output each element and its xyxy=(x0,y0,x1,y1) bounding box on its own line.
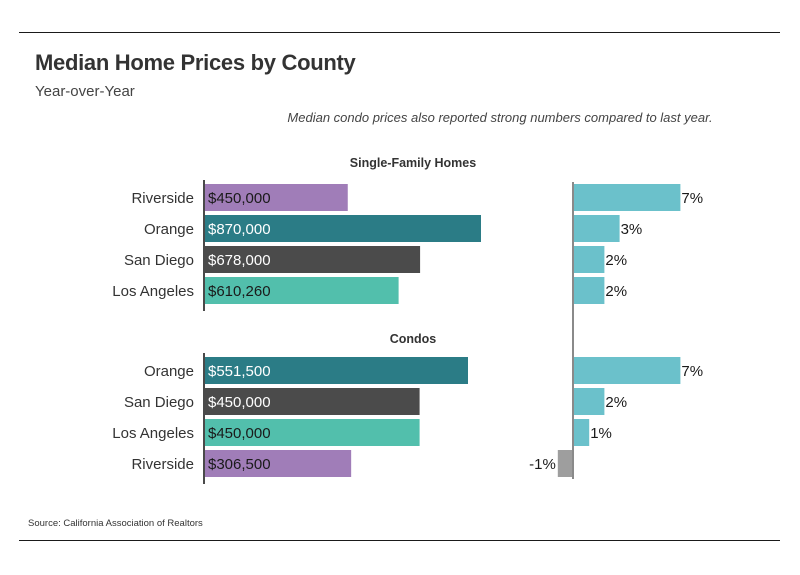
category-label: Los Angeles xyxy=(112,425,194,442)
change-label: 1% xyxy=(590,425,612,442)
change-bar xyxy=(574,184,681,211)
bottom-rule xyxy=(19,540,780,541)
price-bar xyxy=(205,184,348,211)
source-note: Source: California Association of Realto… xyxy=(28,518,203,529)
change-label: 7% xyxy=(681,363,703,380)
change-label: 2% xyxy=(605,252,627,269)
panel-header: Condos xyxy=(390,332,437,346)
price-bar xyxy=(205,388,420,415)
change-label: 2% xyxy=(605,394,627,411)
change-bar xyxy=(574,215,620,242)
change-bar xyxy=(574,277,605,304)
change-bar xyxy=(574,388,605,415)
panel-header: Single-Family Homes xyxy=(350,156,476,170)
price-label: $450,000 xyxy=(208,425,271,442)
category-label: Orange xyxy=(144,221,194,238)
chart-title: Median Home Prices by County xyxy=(35,50,356,75)
change-bar xyxy=(574,357,681,384)
price-label: $678,000 xyxy=(208,252,271,269)
change-label: 7% xyxy=(681,190,703,207)
change-label: 2% xyxy=(605,283,627,300)
category-label: Orange xyxy=(144,363,194,380)
change-label: 3% xyxy=(621,221,643,238)
category-label: Riverside xyxy=(131,456,194,473)
category-label: San Diego xyxy=(124,394,194,411)
category-label: Los Angeles xyxy=(112,283,194,300)
category-label: Riverside xyxy=(131,190,194,207)
price-bar xyxy=(205,246,421,273)
chart-annotation: Median condo prices also reported strong… xyxy=(287,110,713,125)
change-bar xyxy=(574,246,605,273)
change-bar xyxy=(557,450,572,477)
price-bar xyxy=(205,357,468,384)
price-bar xyxy=(205,450,352,477)
change-bar xyxy=(574,419,590,446)
price-label: $306,500 xyxy=(208,456,271,473)
price-label: $450,000 xyxy=(208,190,271,207)
price-bar xyxy=(205,215,481,242)
price-label: $610,260 xyxy=(208,283,271,300)
price-bar xyxy=(205,419,420,446)
category-label: San Diego xyxy=(124,252,194,269)
price-bar xyxy=(205,277,399,304)
price-label: $450,000 xyxy=(208,394,271,411)
top-rule xyxy=(19,32,780,33)
price-label: $551,500 xyxy=(208,363,271,380)
change-label: -1% xyxy=(529,456,556,473)
price-label: $870,000 xyxy=(208,221,271,238)
chart-subtitle: Year-over-Year xyxy=(35,83,135,100)
